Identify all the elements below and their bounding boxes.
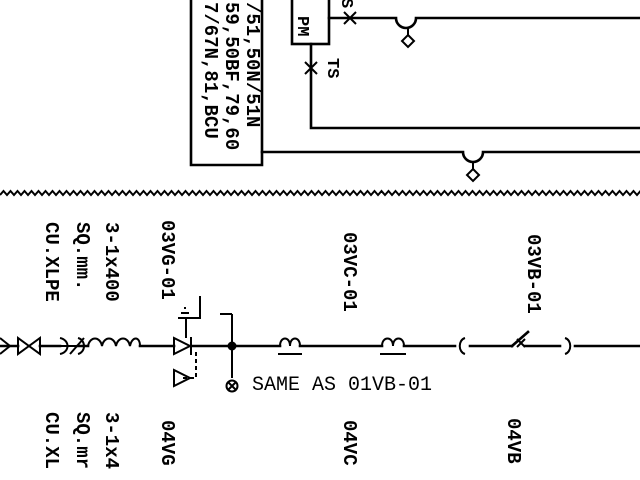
note-marker-icon — [225, 379, 239, 393]
cable-spec-line-1: 3-1x400 — [100, 222, 122, 302]
ground-symbol-icon — [178, 307, 192, 319]
tag-vb-bottom: 04VB — [502, 418, 524, 464]
same-as-note: SAME AS 01VB-01 — [252, 374, 432, 397]
ct-icon-2 — [380, 337, 406, 355]
relay-line-1: /51,50N/51N — [241, 2, 263, 127]
relay-line-3: 7/67N,81,BCU — [199, 2, 221, 139]
ts-cross — [304, 61, 318, 75]
cable-spec-line-2: SQ.mm. — [71, 222, 93, 290]
left-termination — [0, 337, 12, 355]
breaker-left-bracket — [458, 337, 466, 355]
ts-label: TS — [322, 58, 341, 78]
cable-termination — [59, 337, 85, 355]
relay-output-line — [260, 150, 640, 164]
pm-top-line — [327, 16, 640, 30]
breaker-right-bracket — [564, 337, 572, 355]
ts-line — [309, 42, 640, 130]
cable-spec-b-line-1: 3-1x4 — [100, 412, 122, 469]
ground-drop — [185, 296, 201, 338]
ct-icon-1 — [278, 337, 302, 355]
cable-spec-top: 3-1x400 SQ.mm. CU.XLPE — [40, 222, 122, 302]
relay-box-text: /51,50N/51N 59,50BF,79,60 7/67N,81,BCU — [199, 2, 263, 150]
tag-vc-bottom: 04VC — [338, 420, 360, 466]
tag-vg-top: 03VG-01 — [156, 220, 178, 300]
s-cross — [343, 11, 357, 25]
section-break-line — [0, 189, 640, 197]
tag-vc-top: 03VC-01 — [338, 232, 360, 312]
arrester-triangle — [173, 336, 193, 356]
tag-vb-top: 03VB-01 — [522, 234, 544, 314]
cable-spec-line-3: CU.XLPE — [40, 222, 62, 302]
relay-line-2: 59,50BF,79,60 — [220, 2, 242, 150]
breaker-cross — [516, 338, 526, 348]
dashed-link — [180, 352, 197, 379]
cable-spec-bottom: 3-1x4 SQ.mr CU.XL — [40, 412, 122, 469]
cable-spec-b-line-2: SQ.mr — [71, 412, 93, 469]
arrester-triangle-2 — [173, 368, 193, 388]
meter-diamond-1 — [400, 33, 416, 49]
pm-box-label: PM — [292, 16, 311, 36]
meter-diamond-2 — [465, 167, 481, 183]
cable-spec-b-line-3: CU.XL — [40, 412, 62, 469]
tag-vg-bottom: 04VG — [156, 420, 178, 466]
relay-box-outline — [189, 0, 264, 167]
cable-coil — [87, 337, 141, 347]
bowtie-valve — [17, 336, 41, 356]
s-label: S — [336, 0, 355, 8]
junction-stub — [220, 313, 233, 346]
breaker-blade — [510, 330, 530, 348]
